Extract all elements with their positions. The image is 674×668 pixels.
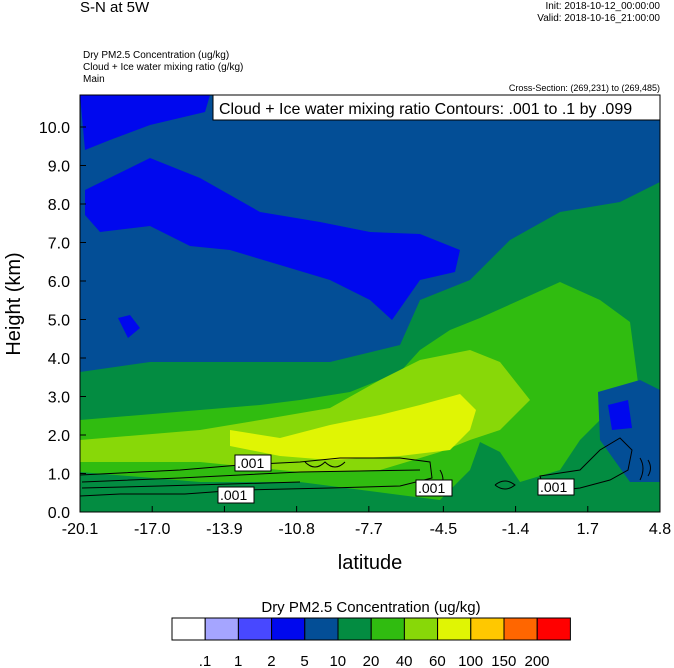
- x-tick-label: -1.4: [502, 521, 530, 538]
- colorbar-swatch: [204, 617, 239, 641]
- x-axis-label: latitude: [338, 552, 403, 574]
- contour-fill-5: [608, 400, 632, 430]
- colorbar-swatch: [370, 617, 405, 641]
- colorbar-label: 60: [429, 653, 446, 668]
- colorbar-label: 10: [329, 653, 346, 668]
- cross-section-label: Cross-Section: (269,231) to (269,485): [508, 83, 660, 93]
- colorbar-title: Dry PM2.5 Concentration (ug/kg): [261, 599, 480, 616]
- contour-info: Cloud + Ice water mixing ratio Contours:…: [219, 101, 632, 118]
- colorbar-swatch: [470, 617, 505, 641]
- y-axis: 0.0 1.0 2.0 3.0 4.0 5.0 6.0 7.0 8.0 9.0 10.0: [39, 120, 86, 522]
- filled-contours: [80, 95, 660, 512]
- x-tick-label: 4.8: [649, 521, 671, 538]
- y-tick-label: 7.0: [48, 236, 70, 253]
- y-tick-label: 10.0: [39, 120, 70, 137]
- colorbar-label: 40: [396, 653, 413, 668]
- colorbar-swatch: [237, 617, 273, 641]
- field-label: Dry PM2.5 Concentration (ug/kg): [83, 50, 230, 61]
- x-tick-label: -4.5: [430, 521, 458, 538]
- x-tick-label: -7.7: [355, 521, 383, 538]
- contour-label: .001: [220, 487, 247, 503]
- y-tick-label: 5.0: [48, 313, 70, 330]
- colorbar-label: 200: [524, 653, 549, 668]
- x-axis: -20.1 -17.0 -13.9 -10.8 -7.7 -4.5 -1.4 1.7 4.8: [62, 506, 671, 538]
- colorbar-label: 150: [491, 653, 516, 668]
- contour-info-box: [212, 94, 661, 121]
- y-tick-label: 3.0: [48, 390, 70, 407]
- colorbar-label: 20: [363, 653, 380, 668]
- x-tick-label: -10.8: [278, 521, 315, 538]
- colorbar-swatch: [304, 617, 339, 641]
- x-tick-label: -20.1: [62, 521, 99, 538]
- colorbar-swatch: [437, 617, 472, 641]
- contour-fill-5: [80, 95, 210, 150]
- colorbar-label: 1: [234, 653, 242, 668]
- contour-label: .001: [237, 455, 264, 471]
- plot-title: S-N at 5W: [80, 0, 150, 16]
- colorbar-swatch: [503, 617, 538, 641]
- colorbar-swatch: [403, 617, 439, 641]
- y-tick-label: 1.0: [48, 467, 70, 484]
- x-tick-label: -13.9: [206, 521, 243, 538]
- contour-fill-5: [85, 158, 460, 320]
- colorbar-swatch: [337, 617, 372, 641]
- field-label: Main: [83, 74, 105, 85]
- colorbar-label: 2: [267, 653, 275, 668]
- x-tick-label: -17.0: [134, 521, 171, 538]
- y-tick-label: 9.0: [48, 159, 70, 176]
- y-tick-label: 4.0: [48, 351, 70, 368]
- y-tick-label: 8.0: [48, 197, 70, 214]
- colorbar-swatch: [536, 617, 571, 641]
- contour-label: .001: [540, 479, 567, 495]
- colorbar-label: 5: [300, 653, 308, 668]
- colorbar-label: .1: [199, 653, 212, 668]
- y-tick-label: 6.0: [48, 274, 70, 291]
- colorbar-label: 100: [458, 653, 483, 668]
- y-axis-label: Height (km): [3, 252, 25, 355]
- contour-fill-5: [118, 315, 140, 338]
- y-tick-label: 2.0: [48, 428, 70, 445]
- valid-time: Valid: 2018-10-16_21:00:00: [537, 13, 660, 24]
- y-tick-label: 0.0: [48, 505, 70, 522]
- x-tick-label: 1.7: [577, 521, 599, 538]
- contour-label: .001: [418, 480, 445, 496]
- colorbar-swatch: [271, 617, 306, 641]
- colorbar-swatch: [171, 617, 206, 641]
- field-label: Cloud + Ice water mixing ratio (g/kg): [83, 62, 244, 73]
- init-time: Init: 2018-10-12_00:00:00: [545, 1, 660, 12]
- colorbar: .1 1 2 5 10 20 40 60 100 150 200: [171, 617, 571, 668]
- contour-fill-100: [230, 394, 476, 460]
